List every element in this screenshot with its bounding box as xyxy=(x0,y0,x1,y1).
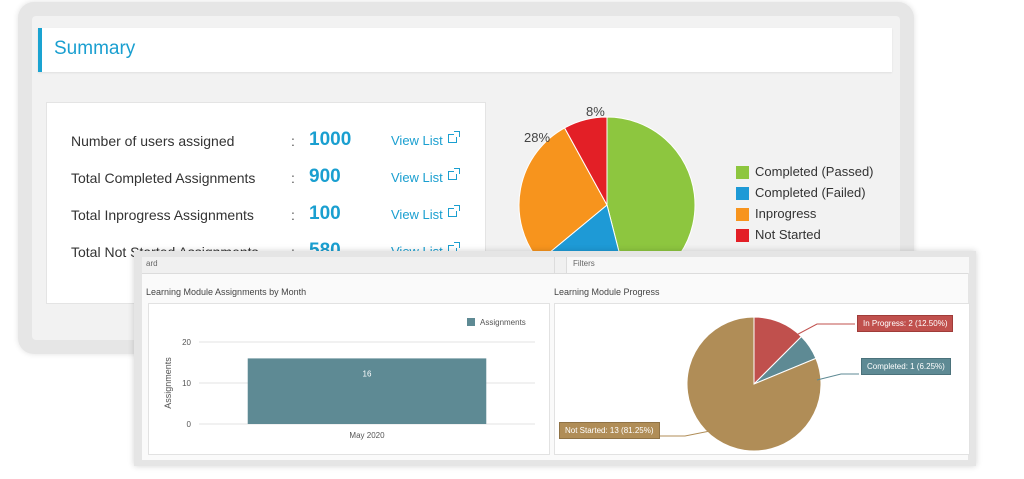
external-link-icon xyxy=(447,205,460,217)
bar-data-label: 16 xyxy=(363,369,372,378)
bar-may-2020 xyxy=(247,358,487,424)
y-tick-label: 0 xyxy=(187,420,192,429)
view-list-link[interactable]: View List xyxy=(391,168,460,185)
progress-pie-panel: In Progress: 2 (12.50%) Completed: 1 (6.… xyxy=(554,303,970,455)
legend-swatch xyxy=(467,318,475,326)
stat-value: 1000 xyxy=(309,129,352,150)
bar-panel-title: Learning Module Assignments by Month xyxy=(146,287,307,297)
assignments-bar-chart: 0 10 20 Assignments 16 May 2020 xyxy=(163,338,535,440)
summary-header: Summary xyxy=(38,28,892,72)
external-link-icon xyxy=(447,131,460,143)
y-axis-label: Assignments xyxy=(163,357,173,409)
tab-filters[interactable]: Filters xyxy=(566,257,969,273)
pie-slice-inprogress xyxy=(518,127,608,262)
pie-panel-title: Learning Module Progress xyxy=(554,287,660,297)
stat-colon: : xyxy=(291,133,295,149)
stat-label: Total Inprogress Assignments xyxy=(71,207,254,223)
callout-leader-line xyxy=(816,373,859,381)
stat-row-completed: Total Completed Assignments : 900 View L… xyxy=(47,164,485,194)
stat-row-users-assigned: Number of users assigned : 1000 View Lis… xyxy=(47,127,485,157)
tab-dashboard[interactable]: ard xyxy=(142,257,555,273)
pie-slice-not-started xyxy=(563,116,608,206)
view-list-link[interactable]: View List xyxy=(391,205,460,222)
stat-value: 100 xyxy=(309,203,341,224)
stat-label: Total Completed Assignments xyxy=(71,170,256,186)
y-tick-label: 20 xyxy=(182,338,191,347)
pie-slice-not-started xyxy=(686,316,822,452)
summary-title: Summary xyxy=(54,38,136,59)
stat-value: 900 xyxy=(309,166,341,187)
dashboard-tabbar: ard Filters xyxy=(142,257,969,274)
dashboard-card: ard Filters Learning Module Assignments … xyxy=(134,251,976,466)
pie-label-not-started: 8% xyxy=(586,104,605,119)
legend-swatch xyxy=(736,208,749,221)
bar-chart-panel: 0 10 20 Assignments 16 May 2020 Assignments xyxy=(148,303,550,455)
stat-label: Number of users assigned xyxy=(71,133,235,149)
callout-leader-line xyxy=(659,429,716,437)
progress-pie-chart xyxy=(659,316,859,452)
legend-swatch xyxy=(736,187,749,200)
y-tick-label: 10 xyxy=(182,379,191,388)
callout-not-started: Not Started: 13 (81.25%) xyxy=(559,422,660,439)
callout-completed: Completed: 1 (6.25%) xyxy=(861,358,951,375)
view-list-link[interactable]: View List xyxy=(391,131,460,148)
callout-leader-line xyxy=(786,323,855,341)
external-link-icon xyxy=(447,168,460,180)
x-tick-label: May 2020 xyxy=(349,431,385,440)
callout-in-progress: In Progress: 2 (12.50%) xyxy=(857,315,954,332)
stat-colon: : xyxy=(291,170,295,186)
pie-label-inprogress: 28% xyxy=(524,130,551,145)
dashboard-card-body: ard Filters Learning Module Assignments … xyxy=(142,257,970,460)
stat-row-inprogress: Total Inprogress Assignments : 100 View … xyxy=(47,201,485,231)
legend-swatch xyxy=(736,166,749,179)
bar-chart-legend: Assignments xyxy=(467,318,526,327)
stat-colon: : xyxy=(291,207,295,223)
legend-swatch xyxy=(736,229,749,242)
